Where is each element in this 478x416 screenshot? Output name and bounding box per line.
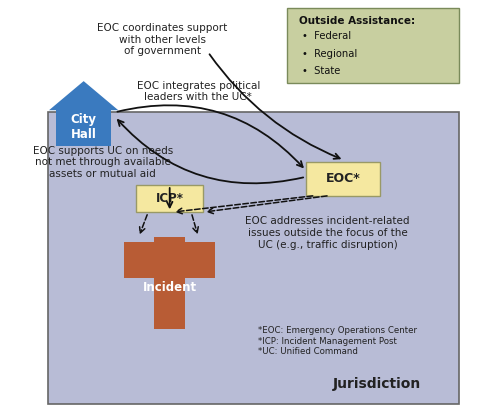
Bar [56, 110, 111, 146]
Text: EOC addresses incident-related
issues outside the focus of the
UC (e.g., traffic: EOC addresses incident-related issues ou… [245, 216, 410, 250]
Text: EOC*: EOC* [326, 172, 360, 186]
Bar [154, 237, 185, 329]
Text: *EOC: Emergency Operations Center
*ICP: Incident Management Post
*UC: Unified Co: *EOC: Emergency Operations Center *ICP: … [258, 326, 417, 356]
Text: Incident: Incident [142, 280, 197, 294]
Text: EOC supports UC on needs
not met through available
assets or mutual aid: EOC supports UC on needs not met through… [33, 146, 173, 179]
Text: ICP*: ICP* [156, 192, 184, 205]
Polygon shape [49, 81, 118, 110]
Bar [306, 162, 380, 196]
Text: City
Hall: City Hall [71, 113, 97, 141]
Bar [48, 112, 459, 404]
Text: •  Regional: • Regional [302, 49, 358, 59]
Bar [136, 185, 203, 212]
Text: •  State: • State [302, 66, 340, 76]
Bar [124, 242, 215, 278]
Text: EOC integrates political
leaders with the UC*: EOC integrates political leaders with th… [137, 81, 260, 102]
Text: Jurisdiction: Jurisdiction [332, 377, 421, 391]
Text: •  Federal: • Federal [302, 31, 351, 41]
Text: EOC coordinates support
with other levels
of government: EOC coordinates support with other level… [98, 23, 228, 56]
Bar [287, 8, 459, 83]
Text: Outside Assistance:: Outside Assistance: [299, 16, 415, 26]
